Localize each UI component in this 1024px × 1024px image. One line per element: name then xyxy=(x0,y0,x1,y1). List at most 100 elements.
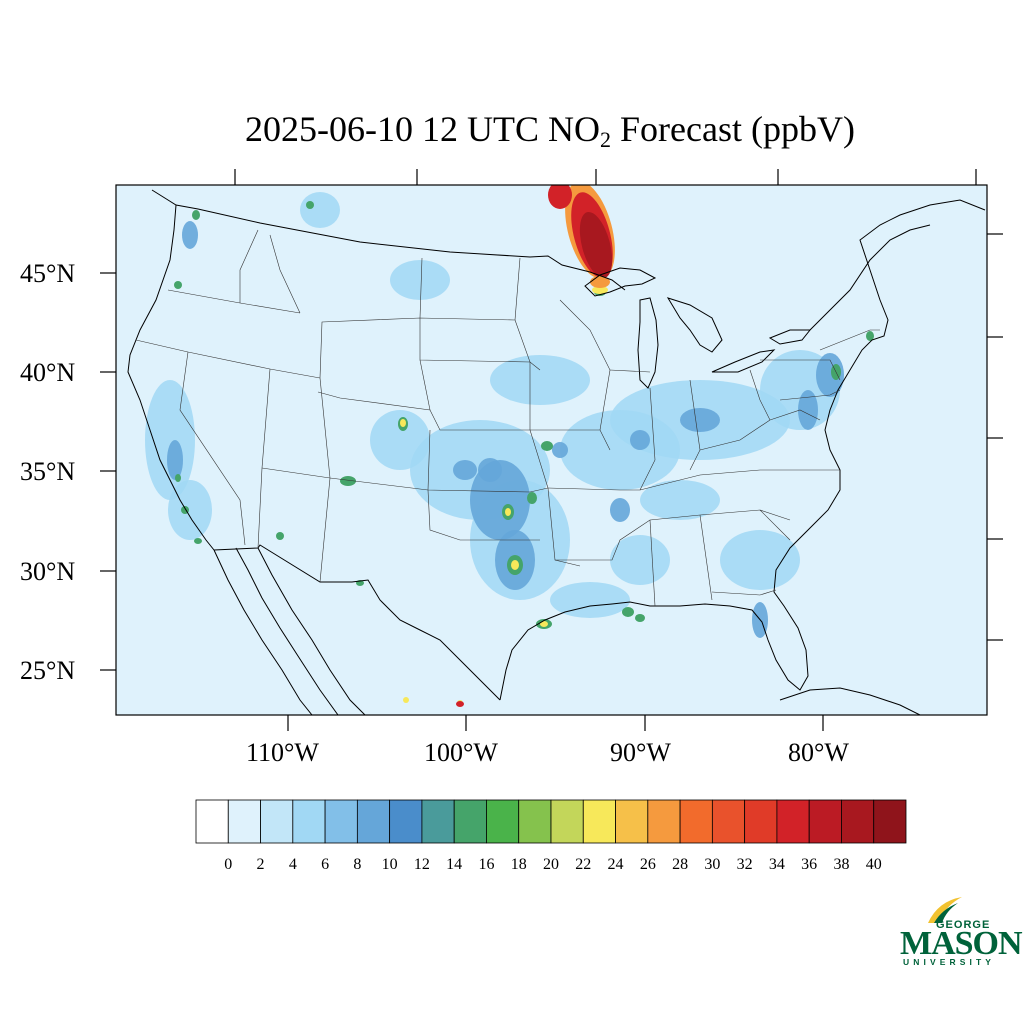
colorbar-tick-label: 38 xyxy=(833,856,850,873)
state-line xyxy=(269,234,301,314)
lat-label-40: 40°N xyxy=(20,358,76,387)
lon-label-90w: 90°W xyxy=(610,738,671,767)
lake-michigan xyxy=(637,297,659,389)
colorbar-swatch xyxy=(615,799,649,844)
colorbar-tick-label: 8 xyxy=(353,856,362,873)
state-line xyxy=(639,387,656,491)
state-line xyxy=(547,487,640,491)
colorbar-tick-label: 32 xyxy=(736,856,753,873)
concentration-contour xyxy=(300,192,340,228)
concentration-contour xyxy=(635,614,645,622)
state-line xyxy=(639,469,840,491)
colorbar-tick-label: 24 xyxy=(607,856,624,873)
title-subscript: 2 xyxy=(600,127,612,152)
state-line xyxy=(135,339,321,379)
concentration-contour xyxy=(456,701,464,707)
lake-superior xyxy=(584,267,657,297)
colorbar-tick-label: 40 xyxy=(865,856,882,873)
concentration-contour xyxy=(610,535,670,585)
colorbar-tick-label: 18 xyxy=(510,856,527,873)
colorbar-tick-label: 2 xyxy=(256,856,265,873)
colorbar-tick-label: 30 xyxy=(704,856,721,873)
concentration-contour xyxy=(403,697,409,703)
colorbar-swatch xyxy=(841,799,875,844)
colorbar-swatch xyxy=(324,799,358,844)
state-line xyxy=(559,299,611,431)
state-line xyxy=(179,351,246,546)
colorbar-tick-label: 4 xyxy=(288,856,297,873)
state-line xyxy=(649,519,656,607)
colorbar-tick-label: 10 xyxy=(381,856,398,873)
concentration-contour xyxy=(175,474,181,482)
concentration-contour xyxy=(622,607,634,617)
concentration-contour xyxy=(174,281,182,289)
colorbar xyxy=(195,799,907,844)
concentration-contour xyxy=(400,419,406,427)
map-title: 2025-06-10 12 UTC NO2 Forecast (ppbV) xyxy=(0,108,1024,153)
concentration-contour xyxy=(798,390,818,430)
cuba-coast xyxy=(779,687,921,715)
state-line xyxy=(711,589,777,596)
gulf-coast xyxy=(499,199,986,701)
concentration-contour xyxy=(511,560,519,570)
colorbar-swatch xyxy=(550,799,584,844)
lat-label-35: 35°N xyxy=(20,457,76,486)
concentration-contour xyxy=(453,460,477,480)
concentration-contour xyxy=(816,353,844,397)
colorbar-tick-label: 6 xyxy=(321,856,330,873)
colorbar-tick-label: 22 xyxy=(575,856,592,873)
colorbar-swatch xyxy=(518,799,552,844)
colorbar-swatch xyxy=(389,799,423,844)
state-line xyxy=(699,514,713,601)
concentration-contour xyxy=(630,430,650,450)
lake-huron xyxy=(666,297,723,353)
state-line xyxy=(759,509,791,541)
concentration-contour xyxy=(527,492,537,504)
colorbar-swatch xyxy=(582,799,616,844)
colorbar-swatch xyxy=(195,799,229,844)
logo-university-text: UNIVERSITY xyxy=(903,957,996,967)
colorbar-tick-label: 34 xyxy=(768,856,785,873)
colorbar-swatch xyxy=(711,799,746,844)
state-line xyxy=(427,429,540,541)
colorbar-tick-label: 0 xyxy=(224,856,233,873)
lon-label-110w: 110°W xyxy=(246,738,319,767)
concentration-contour xyxy=(478,458,502,482)
concentration-contour xyxy=(276,532,284,540)
concentration-contour xyxy=(540,621,548,627)
colorbar-tick-label: 12 xyxy=(413,856,430,873)
concentration-contour xyxy=(541,441,553,451)
concentration-contour xyxy=(370,410,430,470)
west-coast xyxy=(127,204,215,551)
concentration-contour xyxy=(194,538,202,544)
map-background xyxy=(116,185,987,715)
title-prefix: 2025-06-10 12 UTC NO xyxy=(245,109,601,149)
concentration-contour xyxy=(390,260,450,300)
state-line xyxy=(514,319,581,567)
colorbar-swatch xyxy=(776,799,810,844)
colorbar-swatch xyxy=(873,799,907,844)
concentration-contour xyxy=(192,210,200,220)
concentration-contour xyxy=(552,442,568,458)
gulf-of-california xyxy=(235,547,339,715)
colorbar-swatch xyxy=(227,799,261,844)
concentration-contour xyxy=(490,355,590,405)
concentration-contour xyxy=(560,410,680,490)
lat-label-25: 25°N xyxy=(20,656,76,685)
concentration-contour xyxy=(720,530,800,590)
state-line xyxy=(319,377,331,479)
colorbar-tick-label: 36 xyxy=(801,856,818,873)
state-line xyxy=(419,359,431,411)
colorbar-tick-label: 14 xyxy=(446,856,463,873)
concentration-contour xyxy=(168,480,212,540)
state-line xyxy=(514,257,521,321)
state-line xyxy=(319,317,516,379)
mexico-border xyxy=(213,544,501,701)
state-line xyxy=(760,359,841,381)
colorbar-swatch xyxy=(647,799,681,844)
colorbar-swatch xyxy=(356,799,391,844)
colorbar-swatch xyxy=(744,799,778,844)
colorbar-tick-label: 28 xyxy=(672,856,689,873)
map-frame xyxy=(115,184,988,716)
